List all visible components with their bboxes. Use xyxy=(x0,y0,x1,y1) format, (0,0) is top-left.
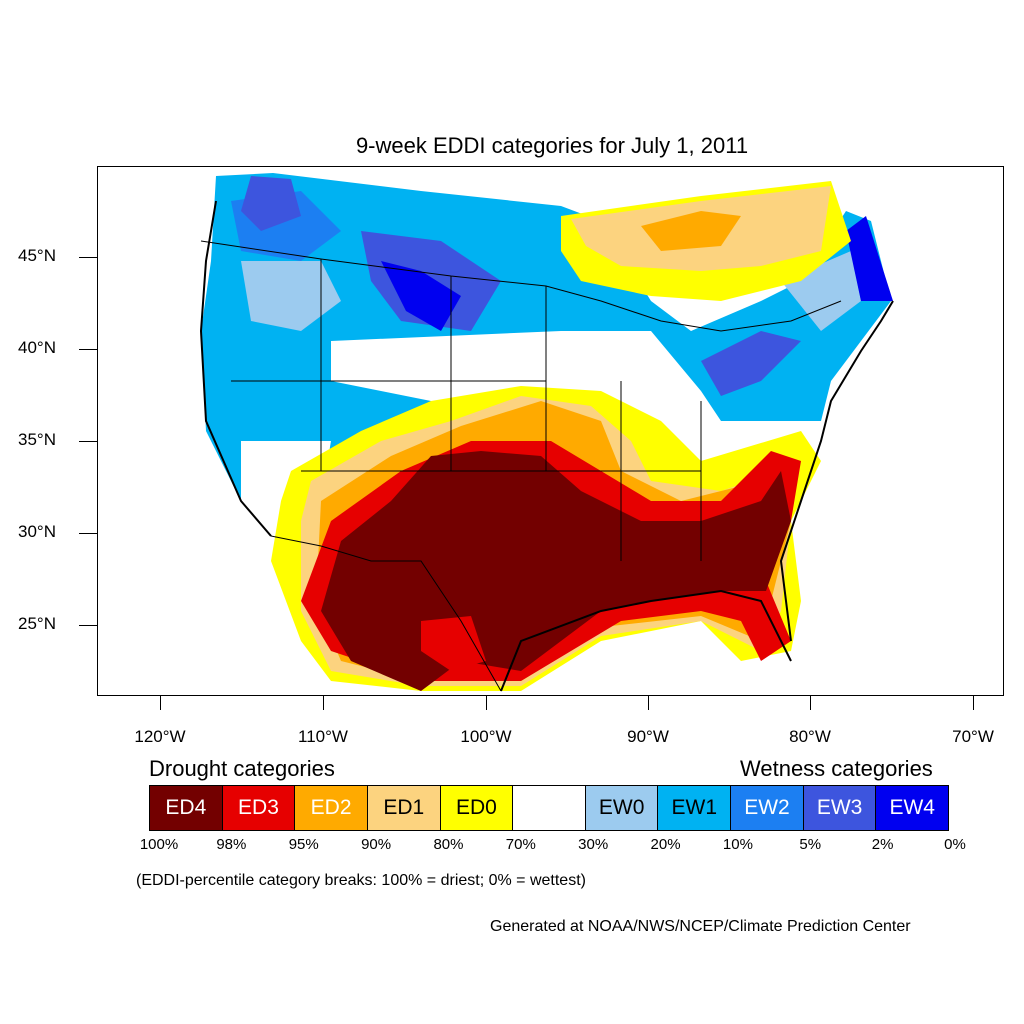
lon-tick-90 xyxy=(648,696,649,710)
borders xyxy=(199,200,894,692)
lat-tick-25 xyxy=(79,625,97,626)
legend-cell-ed3: ED3 xyxy=(222,786,296,830)
lon-tick-100 xyxy=(486,696,487,710)
region-ew3-greatlakes xyxy=(701,331,801,396)
region-ew3-northwest xyxy=(241,176,301,231)
lon-tick-110 xyxy=(323,696,324,710)
region-ew0-north xyxy=(781,251,861,331)
lat-label-30: 30°N xyxy=(18,522,56,541)
lon-label-70: 70°W xyxy=(952,727,994,746)
legend-cell-ew3: EW3 xyxy=(803,786,877,830)
us-canada-border xyxy=(200,240,842,332)
lat-label-40: 40°N xyxy=(18,338,56,357)
lat-label-45: 45°N xyxy=(18,246,56,265)
legend-color-bar: ED4 ED3 ED2 ED1 ED0 EW0 EW1 EW2 EW3 EW4 xyxy=(149,785,949,831)
lat-tick-35 xyxy=(79,441,97,442)
map-title: 9-week EDDI categories for July 1, 2011 xyxy=(355,133,749,158)
lon-label-120: 120°W xyxy=(134,727,186,746)
drought-heading: Drought categories xyxy=(149,756,335,781)
legend-break-label: 30% xyxy=(578,836,609,853)
legend-cell-ew2: EW2 xyxy=(731,786,804,830)
lat-label-25: 25°N xyxy=(18,614,56,633)
legend-break-label: 0% xyxy=(944,836,966,853)
legend-cell-ed0: ED0 xyxy=(440,786,514,830)
legend-break-label: 80% xyxy=(433,836,464,853)
lon-label-110: 110°W xyxy=(298,727,348,746)
lat-tick-45 xyxy=(79,257,97,258)
legend-break-label: 2% xyxy=(871,836,894,853)
lon-label-100: 100°W xyxy=(460,727,512,746)
legend-cell-ew0: EW0 xyxy=(585,786,659,830)
legend-cell-ew1: EW1 xyxy=(658,786,732,830)
lat-tick-30 xyxy=(79,533,97,534)
lon-tick-80 xyxy=(810,696,811,710)
lon-tick-70 xyxy=(973,696,974,710)
credit-line: Generated at NOAA/NWS/NCEP/Climate Predi… xyxy=(490,918,911,935)
legend-break-label: 20% xyxy=(650,836,681,853)
lon-label-90: 90°W xyxy=(627,727,669,746)
eddi-map xyxy=(199,173,894,692)
region-ew0-west xyxy=(241,261,341,331)
category-breaks-note: (EDDI-percentile category breaks: 100% =… xyxy=(136,872,586,889)
region-ew4-montana xyxy=(381,261,461,331)
legend-break-label: 5% xyxy=(799,836,822,853)
legend-cell-ed2: ED2 xyxy=(295,786,368,830)
legend-break-label: 10% xyxy=(722,836,753,853)
legend-break-label: 95% xyxy=(288,836,319,853)
lat-label-35: 35°N xyxy=(18,430,56,449)
region-ed3-texas-patch xyxy=(421,616,486,671)
lat-tick-40 xyxy=(79,349,97,350)
region-ed2-canada xyxy=(641,211,741,251)
legend-break-label: 100% xyxy=(139,836,179,853)
legend-break-label: 70% xyxy=(505,836,536,853)
coastline-west xyxy=(199,200,272,537)
legend-break-label: 90% xyxy=(361,836,392,853)
lon-label-80: 80°W xyxy=(789,727,831,746)
legend-cell-ed1: ED1 xyxy=(367,786,441,830)
conus-category-regions xyxy=(201,173,893,691)
legend-cell-neutral xyxy=(513,786,586,830)
legend-break-label: 98% xyxy=(216,836,247,853)
region-ew4-maine xyxy=(846,216,893,301)
coastline-east xyxy=(779,300,894,642)
us-mexico-border xyxy=(270,535,502,692)
map-plot-area xyxy=(97,166,1004,696)
legend-cell-ed4: ED4 xyxy=(150,786,223,830)
lon-tick-120 xyxy=(160,696,161,710)
wetness-heading: Wetness categories xyxy=(740,756,933,781)
coastline-gulf xyxy=(500,589,792,692)
legend-cell-ew4: EW4 xyxy=(876,786,949,830)
